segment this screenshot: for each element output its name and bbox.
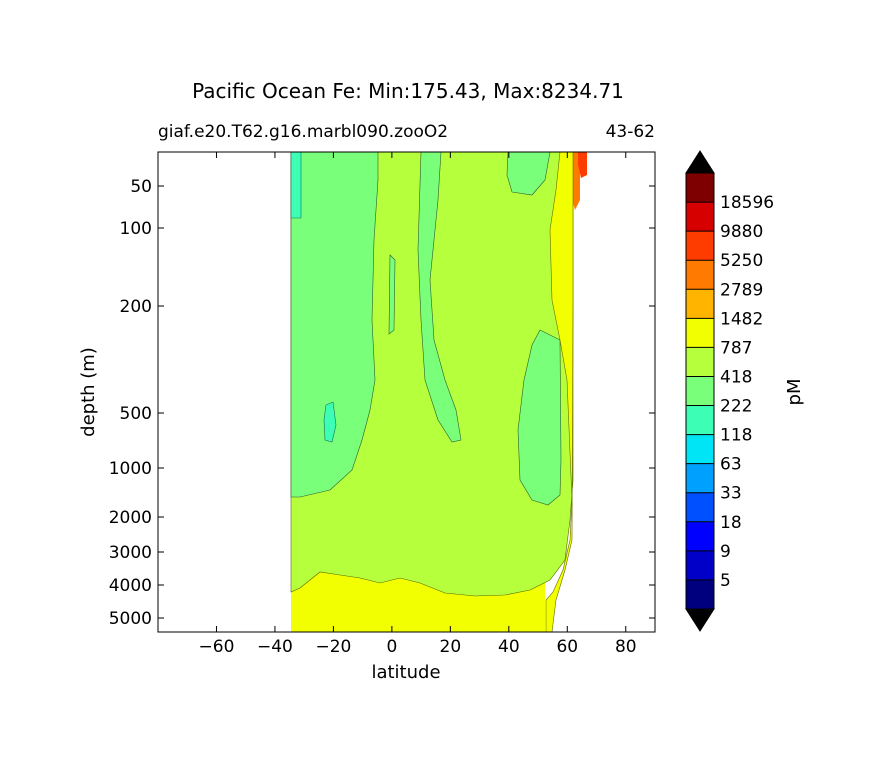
x-tick-label: 20 bbox=[440, 637, 462, 657]
colorbar: 5 9 18 33 63 118 222 418 787 1482 2789 5250 9880 1859… bbox=[685, 150, 774, 632]
colorbar-segment bbox=[686, 579, 714, 609]
y-tick-label: 2000 bbox=[109, 508, 152, 528]
x-tick-label: 40 bbox=[498, 637, 520, 657]
colorbar-segment bbox=[686, 405, 714, 435]
y-tick-label: 50 bbox=[130, 177, 152, 197]
x-tick-label: 80 bbox=[615, 637, 637, 657]
y-tick-label: 5000 bbox=[109, 609, 152, 629]
colorbar-segment bbox=[686, 318, 714, 348]
contour-field bbox=[290, 152, 587, 632]
colorbar-extend-bottom bbox=[685, 608, 715, 632]
contour-band-222-418-e bbox=[388, 254, 396, 335]
colorbar-segment bbox=[686, 492, 714, 522]
colorbar-tick-label: 787 bbox=[720, 338, 752, 358]
colorbar-segment bbox=[686, 550, 714, 580]
colorbar-tick-label: 5 bbox=[720, 571, 731, 591]
contour-band-222-418-d bbox=[517, 329, 562, 506]
contour-band-118-222-b bbox=[323, 401, 337, 443]
colorbar-segment bbox=[686, 231, 714, 261]
plot-frame bbox=[157, 151, 656, 633]
colorbar-tick-label: 1482 bbox=[720, 309, 763, 329]
contour-band-5250-9880 bbox=[578, 152, 587, 178]
colorbar-segment bbox=[686, 347, 714, 377]
y-tick-label: 3000 bbox=[109, 543, 152, 563]
colorbar-extend-top bbox=[685, 150, 715, 174]
contour-band-222-418-c bbox=[506, 152, 551, 196]
colorbar-segment bbox=[686, 260, 714, 290]
colorbar-tick-label: 63 bbox=[720, 455, 742, 475]
y-axis: 50 100 200 500 1000 2000 3000 4000 5000 bbox=[109, 177, 655, 629]
colorbar-label: pM bbox=[784, 379, 805, 406]
x-tick-label: −60 bbox=[199, 637, 235, 657]
colorbar-segment bbox=[686, 521, 714, 551]
colorbar-segment bbox=[686, 202, 714, 232]
y-tick-label: 4000 bbox=[109, 576, 152, 596]
contour-band-222-418-b bbox=[417, 152, 462, 443]
chart-title: Pacific Ocean Fe: Min:175.43, Max:8234.7… bbox=[192, 79, 624, 103]
y-tick-label: 100 bbox=[120, 219, 152, 239]
colorbar-segment bbox=[686, 173, 714, 203]
y-axis-label: depth (m) bbox=[78, 347, 99, 437]
colorbar-tick-label: 222 bbox=[720, 397, 752, 417]
chart-subtitle-left: giaf.e20.T62.g16.marbl090.zooO2 bbox=[158, 122, 448, 142]
y-tick-label: 1000 bbox=[109, 459, 152, 479]
colorbar-segment bbox=[686, 289, 714, 319]
colorbar-segment bbox=[686, 376, 714, 406]
colorbar-segment bbox=[686, 463, 714, 493]
x-tick-label: 60 bbox=[556, 637, 578, 657]
colorbar-tick-label: 9 bbox=[720, 542, 731, 562]
colorbar-tick-label: 5250 bbox=[720, 251, 763, 271]
contour-band-787-1482-edge bbox=[545, 152, 574, 632]
y-tick-label: 500 bbox=[120, 404, 152, 424]
contour-band-222-418 bbox=[290, 152, 379, 498]
chart-subtitle-right: 43-62 bbox=[606, 122, 655, 142]
contour-band-118-222 bbox=[290, 152, 302, 219]
colorbar-tick-label: 118 bbox=[720, 426, 752, 446]
colorbar-frame bbox=[685, 172, 715, 610]
colorbar-tick-label: 18 bbox=[720, 513, 742, 533]
x-tick-label: 0 bbox=[386, 637, 397, 657]
x-axis: −60 −40 −20 0 20 40 60 80 bbox=[199, 152, 637, 657]
x-tick-label: −20 bbox=[315, 637, 351, 657]
colorbar-tick-label: 2789 bbox=[720, 280, 763, 300]
x-tick-label: −40 bbox=[257, 637, 293, 657]
y-tick-label: 200 bbox=[120, 297, 152, 317]
x-axis-label: latitude bbox=[371, 662, 440, 683]
colorbar-tick-label: 18596 bbox=[720, 193, 774, 213]
colorbar-tick-label: 33 bbox=[720, 484, 742, 504]
colorbar-segment bbox=[686, 434, 714, 464]
colorbar-tick-label: 9880 bbox=[720, 222, 763, 242]
colorbar-tick-label: 418 bbox=[720, 367, 752, 387]
